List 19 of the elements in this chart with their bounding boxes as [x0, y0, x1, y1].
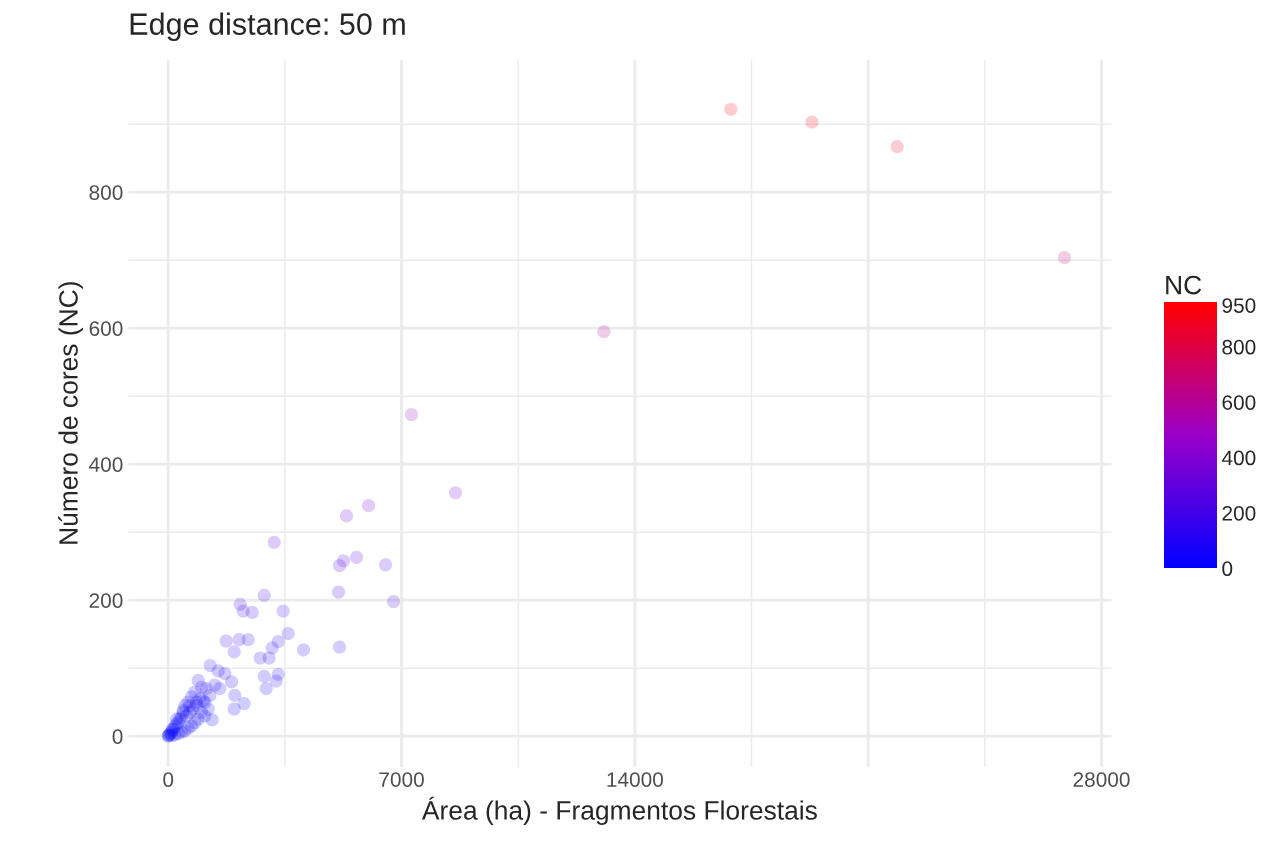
x-tick-label: 28000 [1073, 772, 1130, 787]
x-tick-label: 0 [163, 772, 174, 787]
y-tick-label: 400 [89, 457, 123, 472]
x-tick-label: 14000 [607, 772, 663, 787]
x-axis-title: Área (ha) - Fragmentos Florestais [421, 796, 817, 825]
color-bar-label: 400 [1221, 450, 1256, 466]
color-bar-label: 800 [1222, 339, 1256, 355]
chart-title: Edge distance: 50 m [130, 12, 405, 41]
color-bar-title: NC [1166, 275, 1202, 295]
y-tick-label: 0 [112, 729, 123, 744]
color-bar-label: 200 [1222, 505, 1256, 521]
color-bar-label: 950 [1222, 298, 1256, 313]
color-bar-label: 600 [1222, 395, 1256, 410]
y-tick-label: 200 [89, 593, 123, 608]
y-axis-title: Número de cores (NC) [58, 282, 84, 544]
color-bar-label: 0 [1222, 561, 1233, 577]
y-tick-label: 800 [89, 185, 123, 200]
x-tick-label: 7000 [379, 772, 424, 787]
y-tick-label: 600 [89, 321, 123, 336]
